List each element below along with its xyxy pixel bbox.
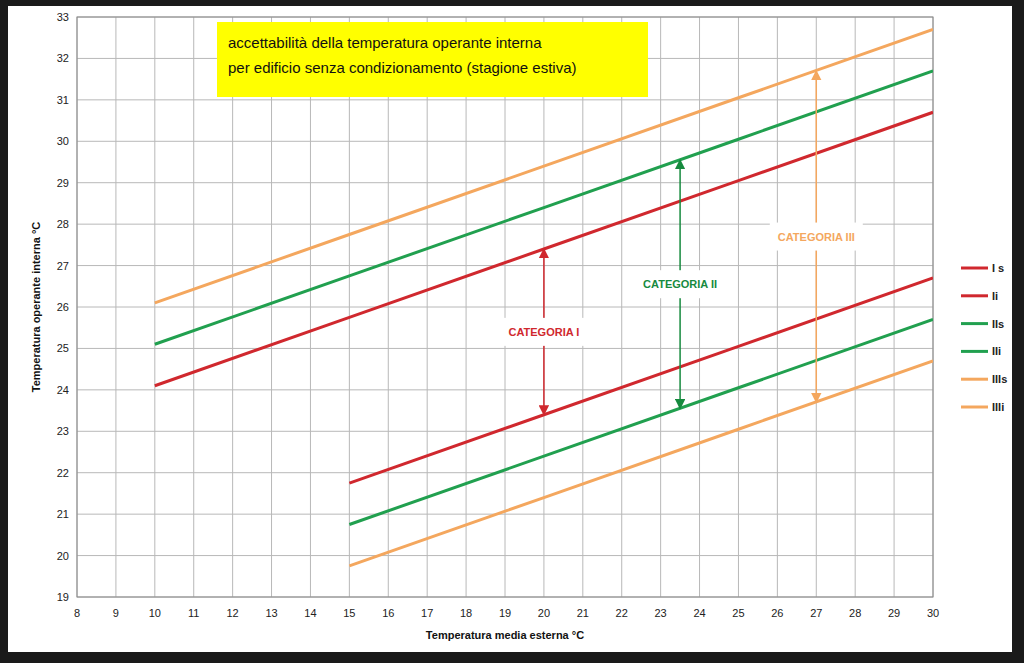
legend-swatch	[961, 294, 988, 297]
series-line	[349, 361, 933, 566]
y-tick-label: 33	[57, 11, 69, 23]
x-tick-label: 19	[499, 607, 511, 619]
x-tick-label: 13	[265, 607, 277, 619]
title: accettabilità della temperatura operante…	[228, 34, 542, 51]
annotation-label: CATEGORIA III	[778, 231, 855, 243]
x-tick-label: 23	[655, 607, 667, 619]
annotation-background	[635, 270, 725, 298]
y-grid-line	[77, 472, 933, 473]
y-tick-label: 20	[57, 550, 69, 562]
y-tick-label: 31	[57, 94, 69, 106]
legend-label: IIs	[992, 318, 1004, 330]
y-tick-label: 32	[57, 52, 69, 64]
x-tick-label: 30	[927, 607, 939, 619]
x-tick-label: 21	[577, 607, 589, 619]
series-group	[155, 29, 933, 566]
legend-swatch	[961, 350, 988, 353]
y-grid-line	[77, 265, 933, 266]
x-tick-label: 9	[113, 607, 119, 619]
x-tick-label: 14	[304, 607, 316, 619]
x-tick-label: 28	[849, 607, 861, 619]
y-axis-label: Temperatura operante interna °C	[30, 222, 42, 393]
legend-swatch	[961, 406, 988, 409]
background	[8, 6, 1012, 652]
x-tick-label: 16	[382, 607, 394, 619]
annotation-label: CATEGORIA II	[643, 278, 717, 290]
x-tick-label: 20	[538, 607, 550, 619]
annotation-background	[500, 318, 587, 346]
series-line	[349, 278, 933, 483]
legend-label: Ii	[992, 290, 998, 302]
plot-frame	[77, 17, 933, 597]
y-tick-label: 29	[57, 177, 69, 189]
x-tick-label: 24	[693, 607, 705, 619]
y-tick-label: 22	[57, 467, 69, 479]
annotation-background	[770, 223, 863, 251]
y-grid-line	[77, 431, 933, 432]
y-grid-line	[77, 307, 933, 308]
y-tick-label: 26	[57, 301, 69, 313]
x-axis-label: Temperatura media esterna °C	[426, 629, 584, 641]
annotation-label: CATEGORIA I	[508, 326, 579, 338]
y-grid-line	[77, 141, 933, 142]
chart: 8 9 10 11 12 13 14 15 16 17 18 19 20 21 22 23 24 25 26 27 28…	[0, 0, 1024, 663]
x-tick-label: 26	[771, 607, 783, 619]
y-tick-label: 27	[57, 260, 69, 272]
x-tick-label: 17	[421, 607, 433, 619]
y-tick-label: 19	[57, 591, 69, 603]
x-tick-label: 18	[460, 607, 472, 619]
x-tick-label: 11	[188, 607, 199, 619]
title-box	[217, 22, 648, 97]
y-grid-line	[77, 389, 933, 390]
x-grid-line	[543, 17, 544, 597]
y-tick-label: 24	[57, 384, 69, 396]
x-tick-label: 27	[810, 607, 822, 619]
y-grid-line	[77, 514, 933, 515]
y-tick-label: 30	[57, 135, 69, 147]
x-tick-label: 12	[227, 607, 239, 619]
y-grid-line	[77, 182, 933, 183]
legend-swatch	[961, 378, 988, 381]
subtitle: per edificio senza condizionamento (stag…	[228, 59, 577, 76]
legend-label: IIIs	[992, 373, 1007, 385]
y-grid-line	[77, 555, 933, 556]
y-tick-label: 21	[57, 508, 69, 520]
series-line	[349, 319, 933, 524]
legend-label: IIIi	[992, 401, 1004, 413]
y-tick-label: 23	[57, 425, 69, 437]
legend-label: IIi	[992, 345, 1001, 357]
legend: I s Ii IIs IIi IIIs IIIi	[961, 262, 1007, 413]
legend-label: I s	[992, 262, 1004, 274]
x-tick-label: 22	[616, 607, 628, 619]
y-grid-line	[77, 348, 933, 349]
x-tick-label: 8	[74, 607, 80, 619]
y-tick-label: 25	[57, 342, 69, 354]
y-grid-line	[77, 99, 933, 100]
legend-swatch	[961, 267, 988, 270]
grid	[77, 17, 933, 597]
legend-swatch	[961, 322, 988, 325]
x-tick-label: 29	[888, 607, 900, 619]
x-tick-label: 25	[732, 607, 744, 619]
x-grid-line	[816, 17, 817, 597]
x-tick-label: 15	[343, 607, 355, 619]
x-tick-label: 10	[149, 607, 161, 619]
y-tick-label: 28	[57, 218, 69, 230]
